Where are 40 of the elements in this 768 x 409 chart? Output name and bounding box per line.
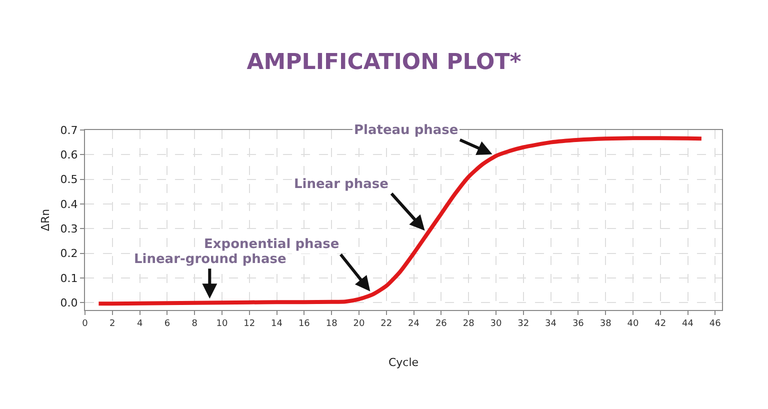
x-tick-label: 42: [654, 318, 666, 329]
x-tick-label: 20: [353, 318, 365, 329]
x-tick-label: 8: [192, 318, 198, 329]
line-series: [96, 136, 704, 306]
annotation: Linear-ground phase: [134, 252, 286, 267]
x-tick-label: 2: [110, 318, 116, 329]
x-tick-label: 0: [82, 318, 88, 329]
y-tick-label: 0.3: [60, 222, 78, 236]
x-tick-label: 44: [682, 318, 694, 329]
x-tick-label: 24: [408, 318, 420, 329]
y-tick-label: 0.6: [60, 148, 78, 162]
x-tick-label: 4: [136, 318, 143, 329]
x-tick-label: 34: [545, 318, 557, 329]
x-tick-label: 26: [435, 318, 448, 329]
x-tick-label: 10: [216, 318, 228, 329]
x-tick-label: 14: [271, 318, 283, 329]
y-tick-label: 0.2: [60, 247, 78, 260]
annotation: Exponential phase: [204, 237, 340, 252]
x-tick-label: 40: [627, 318, 639, 329]
x-tick-label: 36: [572, 318, 584, 329]
chart-title: AMPLIFICATION PLOT*: [246, 50, 522, 76]
x-tick-label: 32: [518, 318, 530, 329]
x-tick-label: 38: [600, 318, 612, 329]
y-tick-label: 0.1: [60, 272, 78, 285]
x-tick-label: 30: [490, 318, 502, 329]
x-tick-label: 28: [462, 318, 475, 329]
y-tick-label: 0.4: [60, 198, 78, 211]
y-tick-label: 0.5: [60, 173, 78, 186]
annotation: Plateau phase: [354, 123, 458, 138]
x-tick-label: 16: [298, 318, 310, 329]
x-tick-label: 12: [244, 318, 256, 329]
x-axis-title: Cycle: [388, 356, 419, 369]
annotation: Linear phase: [294, 177, 389, 192]
y-tick-label: 0.0: [60, 296, 78, 310]
x-tick-label: 46: [709, 318, 722, 329]
y-tick-label: 0.7: [60, 124, 78, 137]
y-axis-title: ΔRn: [38, 208, 52, 232]
x-tick-label: 18: [326, 318, 338, 329]
x-tick-label: 6: [164, 318, 170, 329]
x-tick-label: 22: [380, 318, 392, 329]
